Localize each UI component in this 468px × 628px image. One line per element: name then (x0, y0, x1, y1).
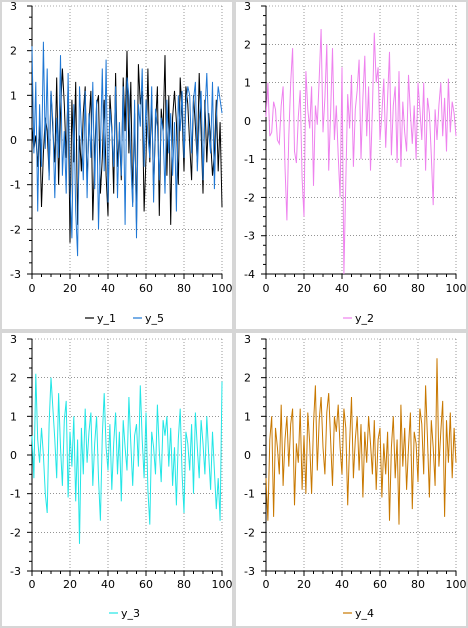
y-tick-label: -2 (244, 526, 255, 539)
chart-svg-4: 0 20 40 60 80 100 -3 -2 -1 0 1 2 3 y_4 (244, 333, 467, 620)
chart-svg-3: 0 20 40 60 80 100 -3 -2 -1 0 1 2 3 y_3 (10, 333, 233, 620)
x-tick-label: 60 (139, 578, 153, 591)
legend-label: y_3 (121, 607, 140, 620)
y-tick-label: 2 (10, 372, 17, 385)
y-tick-label: -3 (244, 230, 255, 243)
chart-svg-1: 0 20 40 60 80 100 -3 -2 -1 0 1 2 3 y_1 y_5 (10, 2, 233, 325)
legend-label: y_1 (97, 312, 116, 325)
x-tick-label: 80 (177, 578, 191, 591)
y-tick-label: -3 (10, 268, 21, 281)
x-tick-label: 40 (335, 578, 349, 591)
x-tick-label: 80 (411, 282, 425, 295)
y-tick-label: -1 (10, 488, 21, 501)
y-tick-label: -1 (10, 179, 21, 192)
y-tick-label: 3 (10, 333, 17, 346)
x-tick-label: 80 (411, 578, 425, 591)
x-tick-label: 100 (446, 282, 467, 295)
x-tick-label: 40 (101, 578, 115, 591)
x-tick-label: 60 (139, 282, 153, 295)
x-tick-label: 0 (29, 282, 36, 295)
chart-panel-4: 0 20 40 60 80 100 -3 -2 -1 0 1 2 3 y_4 (236, 333, 466, 626)
y-tick-label: -2 (10, 223, 21, 236)
legend-label: y_4 (355, 607, 374, 620)
x-tick-label: 100 (446, 578, 467, 591)
series-line-y-2 (265, 28, 457, 275)
y-tick-label: 0 (244, 449, 251, 462)
x-tick-label: 40 (335, 282, 349, 295)
y-tick-label: -2 (10, 526, 21, 539)
series-line-y-3 (31, 373, 223, 544)
legend-label: y_5 (145, 312, 164, 325)
y-tick-label: 2 (244, 372, 251, 385)
x-tick-label: 100 (212, 282, 233, 295)
chart-panel-2: 0 20 40 60 80 100 -4 -3 -2 -1 0 1 2 3 y_2 (236, 2, 466, 329)
x-tick-label: 20 (63, 282, 77, 295)
y-tick-label: -2 (244, 191, 255, 204)
chart-svg-2: 0 20 40 60 80 100 -4 -3 -2 -1 0 1 2 3 y_2 (244, 2, 467, 325)
x-tick-label: 100 (212, 578, 233, 591)
chart-panel-3: 0 20 40 60 80 100 -3 -2 -1 0 1 2 3 y_3 (2, 333, 232, 626)
y-tick-label: 2 (10, 45, 17, 58)
y-tick-label: 0 (244, 115, 251, 128)
y-tick-label: 1 (244, 77, 251, 90)
x-tick-label: 80 (177, 282, 191, 295)
y-tick-label: -1 (244, 488, 255, 501)
y-tick-label: 2 (244, 38, 251, 51)
x-tick-label: 20 (297, 282, 311, 295)
y-tick-label: -4 (244, 268, 255, 281)
chart-panel-1: 0 20 40 60 80 100 -3 -2 -1 0 1 2 3 y_1 y_5 (2, 2, 232, 329)
x-tick-label: 40 (101, 282, 115, 295)
series-line-y-4 (265, 358, 457, 525)
series-line-y-1 (31, 50, 223, 243)
x-tick-label: 0 (263, 282, 270, 295)
y-tick-label: 3 (10, 2, 17, 13)
y-tick-label: 1 (10, 410, 17, 423)
x-tick-label: 0 (29, 578, 36, 591)
x-tick-label: 0 (263, 578, 270, 591)
y-tick-label: 0 (10, 449, 17, 462)
y-tick-label: 1 (10, 89, 17, 102)
y-tick-label: 3 (244, 333, 251, 346)
y-tick-label: -3 (244, 565, 255, 578)
x-tick-label: 20 (63, 578, 77, 591)
y-tick-label: -3 (10, 565, 21, 578)
x-tick-label: 20 (297, 578, 311, 591)
series-line-y-5 (31, 41, 223, 257)
y-tick-label: 0 (10, 134, 17, 147)
y-tick-label: -1 (244, 153, 255, 166)
y-tick-label: 1 (244, 410, 251, 423)
legend-label: y_2 (355, 312, 374, 325)
y-tick-label: 3 (244, 2, 251, 13)
x-tick-label: 60 (373, 282, 387, 295)
x-tick-label: 60 (373, 578, 387, 591)
